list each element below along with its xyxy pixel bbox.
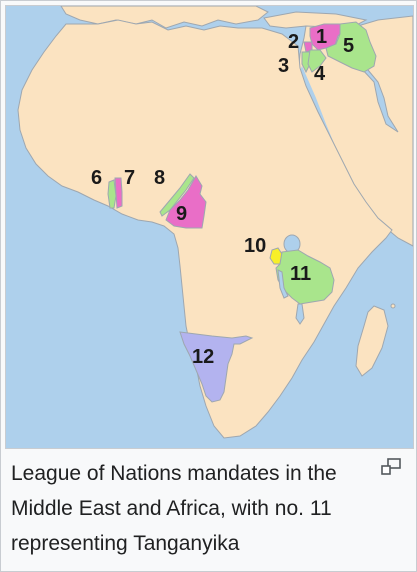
- caption-text: League of Nations mandates in the Middle…: [11, 462, 337, 555]
- map-image[interactable]: 1 2 3 4 5 6 7 8 9 10 11 12: [5, 5, 414, 449]
- label-2: 2: [288, 31, 299, 53]
- label-1: 1: [316, 26, 327, 48]
- label-11: 11: [290, 263, 311, 285]
- label-9: 9: [176, 203, 187, 225]
- label-10: 10: [244, 235, 266, 257]
- label-6: 6: [91, 167, 102, 189]
- mandate-11: [275, 249, 335, 305]
- mandate-6: [107, 179, 117, 209]
- land-madagascar: [355, 305, 389, 377]
- label-3: 3: [278, 55, 289, 77]
- lake-tanganyika: [277, 269, 289, 299]
- land-europe: [60, 6, 269, 29]
- label-8: 8: [154, 167, 165, 189]
- mandate-5: [325, 21, 377, 73]
- label-4: 4: [314, 63, 326, 85]
- land-island: [390, 303, 396, 309]
- mandate-8: [159, 173, 195, 217]
- mandate-7: [114, 177, 123, 209]
- lake-nyasa: [295, 303, 305, 325]
- sea-gulf: [359, 67, 399, 133]
- mandate-12: [179, 331, 254, 403]
- land-africa: [17, 19, 393, 439]
- label-12: 12: [192, 346, 214, 368]
- label-7: 7: [124, 167, 135, 189]
- mandate-9: [165, 175, 207, 229]
- enlarge-icon[interactable]: [380, 458, 402, 476]
- mandate-4: [307, 49, 327, 73]
- map-svg: 1 2 3 4 5 6 7 8 9 10 11 12: [6, 6, 413, 448]
- label-5: 5: [343, 35, 354, 57]
- mandate-3: [301, 51, 311, 74]
